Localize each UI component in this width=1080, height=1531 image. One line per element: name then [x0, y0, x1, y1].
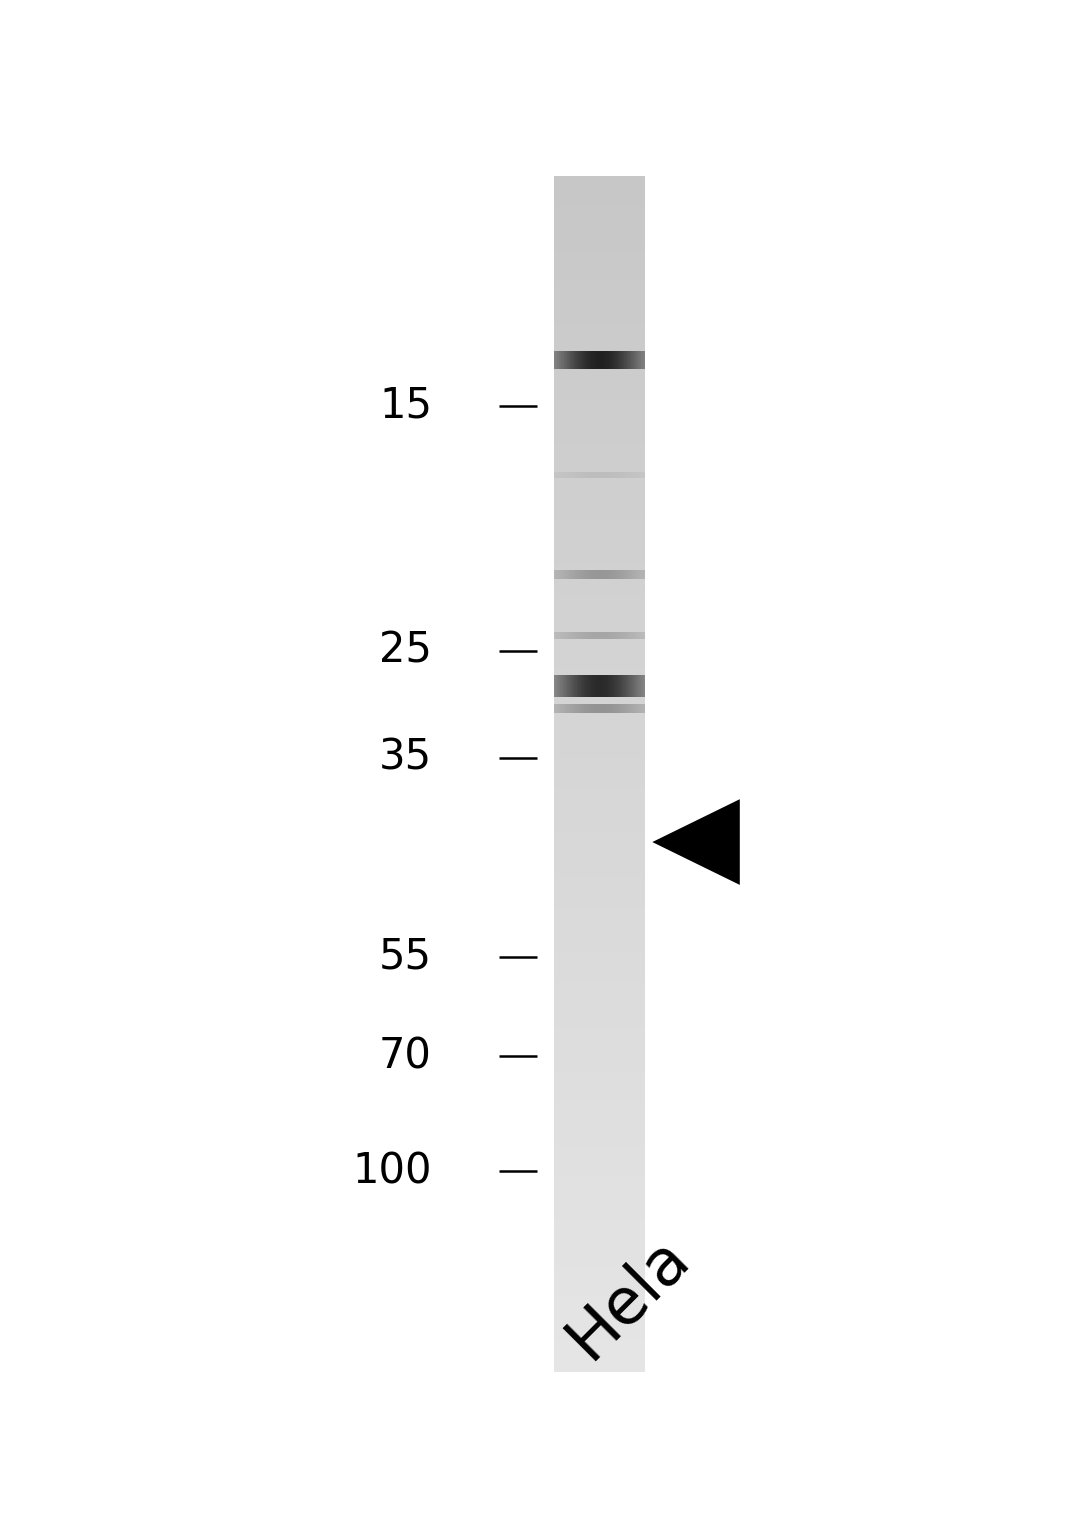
Bar: [554, 430, 646, 447]
Bar: [554, 1311, 646, 1327]
Text: 100: 100: [352, 1150, 432, 1193]
Text: Hela: Hela: [555, 1225, 701, 1370]
Bar: [554, 1266, 646, 1283]
Bar: [554, 804, 646, 819]
Bar: [554, 908, 646, 925]
Bar: [554, 968, 646, 984]
Bar: [554, 505, 646, 521]
Bar: [554, 1012, 646, 1029]
Bar: [554, 1102, 646, 1118]
Polygon shape: [652, 799, 740, 885]
Text: 25: 25: [379, 629, 432, 672]
Bar: [554, 818, 646, 834]
Bar: [554, 683, 646, 700]
Bar: [554, 384, 646, 401]
Bar: [554, 266, 646, 282]
Bar: [554, 1280, 646, 1297]
Bar: [554, 698, 646, 715]
Bar: [554, 1206, 646, 1223]
Bar: [554, 176, 646, 193]
Text: 15: 15: [379, 384, 432, 427]
Bar: [554, 997, 646, 1014]
Bar: [554, 191, 646, 207]
Bar: [554, 743, 646, 759]
Bar: [554, 295, 646, 312]
Bar: [554, 1160, 646, 1177]
Bar: [554, 669, 646, 684]
Text: 70: 70: [379, 1035, 432, 1078]
Bar: [554, 251, 646, 266]
Bar: [554, 1222, 646, 1237]
Bar: [554, 236, 646, 253]
Bar: [554, 937, 646, 954]
Bar: [554, 326, 646, 341]
Bar: [554, 579, 646, 596]
Bar: [554, 444, 646, 461]
Bar: [554, 833, 646, 850]
Bar: [554, 1355, 646, 1372]
Bar: [554, 594, 646, 611]
Bar: [554, 550, 646, 566]
Bar: [554, 788, 646, 805]
Bar: [554, 773, 646, 790]
Bar: [554, 371, 646, 386]
Bar: [554, 983, 646, 998]
Bar: [554, 311, 646, 326]
Bar: [554, 609, 646, 625]
Bar: [554, 415, 646, 432]
Bar: [554, 519, 646, 536]
Bar: [554, 1072, 646, 1089]
Bar: [554, 713, 646, 730]
Bar: [554, 1087, 646, 1102]
Text: 55: 55: [379, 935, 432, 978]
Bar: [554, 475, 646, 491]
Bar: [554, 490, 646, 505]
Text: 35: 35: [379, 736, 432, 779]
Bar: [554, 400, 646, 416]
Bar: [554, 922, 646, 939]
Bar: [554, 1041, 646, 1058]
Bar: [554, 205, 646, 222]
Bar: [554, 1326, 646, 1341]
Bar: [554, 952, 646, 969]
Bar: [554, 625, 646, 640]
Bar: [554, 1341, 646, 1356]
Bar: [554, 355, 646, 372]
Bar: [554, 654, 646, 671]
Bar: [554, 280, 646, 297]
Bar: [554, 877, 646, 894]
Bar: [554, 1027, 646, 1044]
Bar: [554, 1116, 646, 1133]
Bar: [554, 893, 646, 909]
Bar: [554, 176, 646, 1370]
Bar: [554, 1251, 646, 1268]
Bar: [554, 220, 646, 237]
Bar: [554, 1147, 646, 1164]
Bar: [554, 729, 646, 744]
Bar: [554, 534, 646, 551]
Bar: [554, 848, 646, 863]
Bar: [554, 1236, 646, 1252]
Bar: [554, 340, 646, 357]
Bar: [554, 1295, 646, 1312]
Bar: [554, 459, 646, 476]
Bar: [554, 862, 646, 879]
Bar: [554, 563, 646, 580]
Bar: [554, 1056, 646, 1073]
Bar: [554, 1191, 646, 1208]
Bar: [554, 1176, 646, 1193]
Bar: [554, 1131, 646, 1148]
Bar: [554, 758, 646, 775]
Bar: [554, 638, 646, 655]
